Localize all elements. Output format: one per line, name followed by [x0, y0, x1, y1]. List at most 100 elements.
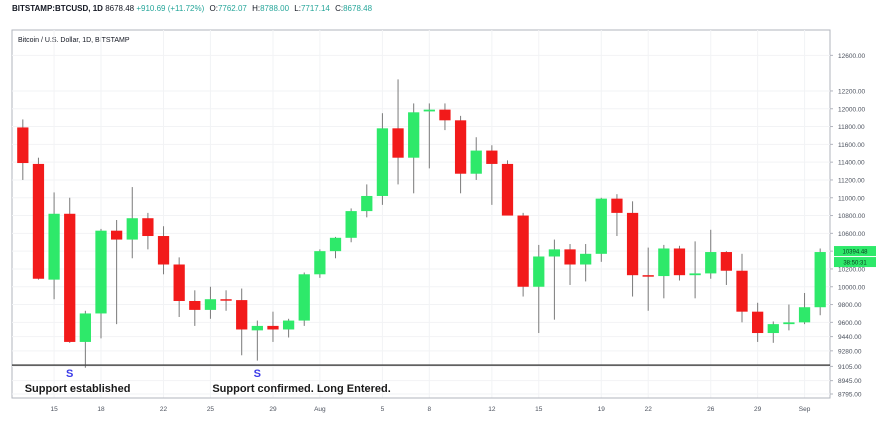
candle-body-down	[17, 127, 29, 164]
candle-body-down	[720, 252, 733, 271]
support-marker: S	[66, 368, 73, 380]
candle-body-down	[611, 198, 623, 213]
candle-body-up	[282, 320, 295, 330]
candle-body-up	[329, 237, 342, 252]
last-price: 8678.48	[105, 4, 135, 13]
candle-body-up	[48, 213, 60, 280]
symbol-label: BITSTAMP:BTCUSD, 1D	[12, 4, 103, 13]
candle-body-up	[548, 249, 561, 257]
candle-body-down	[642, 275, 654, 277]
candle-body-down	[157, 236, 170, 265]
x-tick-label: 18	[97, 406, 105, 413]
candle-body-up	[783, 322, 795, 325]
y-tick-label: 12000.00	[838, 106, 865, 113]
open-label: O:	[209, 4, 218, 13]
candle-body-down	[392, 128, 404, 158]
x-tick-label: Aug	[314, 406, 326, 413]
candle-body-down	[626, 212, 639, 276]
candle-body-down	[673, 248, 686, 276]
high-value: 8788.00	[260, 4, 290, 13]
candle-body-down	[736, 270, 748, 312]
candle-body-down	[32, 163, 45, 279]
chart-frame	[11, 29, 831, 399]
y-tick-label: 10200.00	[838, 266, 865, 273]
low-value: 7717.14	[300, 4, 330, 13]
candle-body-up	[658, 248, 670, 277]
price-change: +910.69 (+11.72%)	[136, 4, 205, 13]
candle-body-up	[470, 150, 482, 174]
candle-body-up	[361, 195, 373, 212]
open-value: 7762.07	[217, 4, 247, 13]
grid-lines	[12, 30, 830, 398]
candle-body-down	[220, 299, 232, 301]
y-tick-label: 8795.00	[838, 391, 862, 398]
candle-body-down	[486, 150, 498, 164]
time-axis[interactable]: 15 18 22 25 29 Aug 5 8 12 15 19 22 26 29 Sep	[12, 397, 830, 413]
candle-body-down	[517, 215, 529, 287]
candle-body-up	[423, 109, 435, 112]
x-tick-label: 29	[754, 406, 762, 413]
annotations: S Support established S Support confirmed. …	[25, 368, 391, 395]
x-tick-label: 5	[381, 406, 385, 413]
y-tick-label: 11400.00	[838, 160, 865, 167]
candle-body-up	[376, 128, 389, 196]
candle-body-up	[814, 252, 826, 308]
y-tick-label: 9440.00	[838, 334, 862, 341]
candle-body-up	[533, 256, 545, 287]
high-label: H:	[252, 4, 261, 13]
close-value: 8678.48	[343, 4, 373, 13]
candle-body-up	[408, 112, 420, 158]
y-tick-label: 8945.00	[838, 378, 862, 385]
candle-body-up	[126, 218, 138, 240]
candle-body-up	[580, 253, 592, 265]
candle-body-down	[189, 300, 201, 310]
support-marker: S	[254, 368, 261, 380]
y-tick-label: 10600.00	[838, 231, 865, 238]
x-tick-label: 22	[160, 406, 168, 413]
candle-body-down	[752, 311, 764, 334]
candle-body-up	[95, 230, 107, 314]
candle-body-up	[204, 299, 217, 310]
y-tick-label: 12600.00	[838, 53, 865, 60]
candle-body-down	[236, 300, 248, 330]
y-tick-label: 9105.00	[838, 364, 862, 371]
candle-body-down	[501, 163, 514, 216]
y-tick-label: 10800.00	[838, 213, 865, 220]
y-tick-label: 9280.00	[838, 348, 862, 355]
candle-body-up	[595, 198, 607, 254]
candle-body-down	[110, 230, 123, 240]
symbol-header: BITSTAMP:BTCUSD, 1D 8678.48 +910.69 (+11…	[12, 4, 372, 20]
y-tick-label: 11000.00	[838, 195, 865, 202]
low-label: L:	[294, 4, 301, 13]
candle-body-up	[767, 324, 779, 334]
x-tick-label: 25	[207, 406, 215, 413]
x-tick-label: 26	[707, 406, 715, 413]
x-tick-label: 19	[598, 406, 606, 413]
candle-body-down	[454, 120, 467, 174]
y-tick-label: 12200.00	[838, 88, 865, 95]
candle-body-down	[564, 249, 576, 265]
price-axis[interactable]: 12600.00 12200.00 12000.00 11800.00 11600.00…	[830, 53, 865, 399]
x-tick-label: 29	[269, 406, 277, 413]
x-tick-label: 22	[645, 406, 653, 413]
candle-body-up	[79, 313, 91, 342]
candle-body-up	[689, 273, 701, 276]
candle-body-up	[251, 325, 263, 331]
candle-body-down	[267, 325, 279, 330]
candle-body-up	[798, 307, 811, 323]
x-tick-label: 15	[50, 406, 58, 413]
price-labels: 10394.48 38:50:31	[834, 246, 876, 268]
y-tick-label: 9800.00	[838, 302, 862, 309]
candle-body-up	[705, 252, 717, 274]
x-tick-label: 15	[535, 406, 543, 413]
close-label: C:	[335, 4, 344, 13]
candle-body-down	[173, 264, 185, 301]
candle-body-down	[64, 213, 76, 342]
y-tick-label: 11600.00	[838, 142, 865, 149]
x-tick-label: Sep	[799, 406, 811, 413]
chart-title: Bitcoin / U.S. Dollar, 1D, BITSTAMP	[18, 37, 130, 44]
annotation-text: Support established	[25, 383, 131, 395]
candle-body-up	[345, 211, 357, 238]
countdown-tag	[834, 257, 876, 268]
